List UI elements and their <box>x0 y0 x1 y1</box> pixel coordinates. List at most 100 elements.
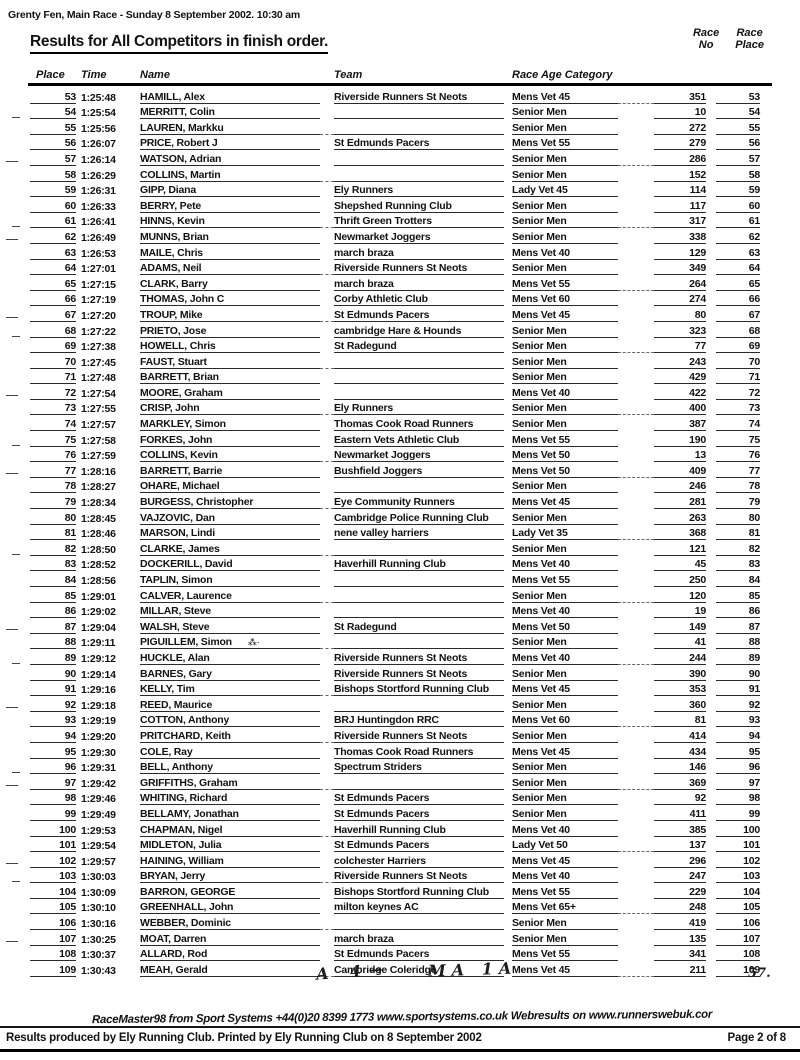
category-cell: Mens Vet 55 <box>512 278 618 291</box>
name-cell: PRITCHARD, Keith <box>140 730 320 743</box>
name-cell: FORKES, John <box>140 434 320 447</box>
name-cell: COTTON, Anthony <box>140 714 320 728</box>
time-cell: 1:26:14 <box>81 153 116 166</box>
table-row: 99 1:29:49 BELLAMY, Jonathan St Edmunds … <box>30 805 800 821</box>
category-cell: Mens Vet 50 <box>512 465 618 478</box>
table-row: 62 1:26:49 MUNNS, Brian Newmarket Jogger… <box>6 228 800 244</box>
category-cell: Mens Vet 45 <box>512 309 618 322</box>
category-cell: Mens Vet 65+ <box>512 901 618 915</box>
race-no-cell: 414 <box>654 730 706 743</box>
runner-name: MARKLEY, Simon <box>140 418 226 431</box>
runner-name: VAJZOVIC, Dan <box>140 511 215 524</box>
place-cell: 73 <box>30 402 76 416</box>
category-cell: Senior Men <box>512 933 618 946</box>
place-cell: 61 <box>30 215 76 229</box>
category-cell: Senior Men <box>512 106 618 120</box>
runner-name: CHAPMAN, Nigel <box>140 823 223 836</box>
table-row: 89 1:29:12 HUCKLE, Alan Riverside Runner… <box>12 649 800 665</box>
race-no-cell: 429 <box>654 371 706 385</box>
team-cell: Corby Athletic Club <box>334 293 504 307</box>
category-cell: Senior Men <box>512 480 618 494</box>
row-spacer <box>320 648 334 650</box>
table-row: 80 1:28:45 VAJZOVIC, Dan Cambridge Polic… <box>30 509 800 525</box>
handwritten-annotation-right: 57. <box>748 966 771 981</box>
place-cell: 101 <box>30 839 76 853</box>
footer-produced-row: Results produced by Ely Running Club. Pr… <box>0 1028 800 1047</box>
team-cell: St Radegund <box>334 621 504 634</box>
place-cell: 85 <box>30 590 76 603</box>
race-no-cell: 80 <box>654 309 706 322</box>
time-cell: 1:29:53 <box>81 824 116 837</box>
handwritten-annotation-left: A 4→ <box>315 959 392 984</box>
category-cell: Mens Vet 40 <box>512 387 618 400</box>
category-cell: Lady Vet 45 <box>512 184 618 198</box>
race-no-cell: 434 <box>654 746 706 759</box>
name-cell: WHITING, Richard <box>140 792 320 806</box>
runner-name: BURGESS, Christopher <box>140 496 254 509</box>
race-place-cell: 80 <box>716 512 760 525</box>
name-cell: FAUST, Stuart <box>140 356 320 369</box>
name-cell: BERRY, Pete <box>140 200 320 213</box>
race-place-cell: 103 <box>716 870 760 884</box>
team-cell: Cambridge Coleridge <box>334 964 504 977</box>
team-cell <box>334 648 504 650</box>
name-cell: BARRETT, Brian <box>140 371 320 385</box>
name-cell: PIGUILLEM, Simon ⁂· <box>140 636 320 650</box>
race-no-cell: 190 <box>654 434 706 447</box>
header-rule <box>28 83 772 86</box>
runner-name: CLARK, Barry <box>140 277 208 290</box>
place-cell: 106 <box>30 917 76 931</box>
time-cell: 1:30:03 <box>81 871 116 884</box>
category-cell: Senior Men <box>512 917 618 931</box>
race-place-cell: 96 <box>716 761 760 775</box>
team-cell <box>334 133 504 135</box>
race-place-cell: 78 <box>716 480 760 494</box>
time-cell: 1:29:18 <box>81 699 116 712</box>
table-row: 98 1:29:46 WHITING, Richard St Edmunds P… <box>30 790 800 806</box>
place-cell: 96 <box>30 761 76 775</box>
race-no-cell: 13 <box>654 449 706 463</box>
race-place-cell: 97 <box>716 777 760 790</box>
table-row: 106 1:30:16 WEBBER, Dominic Senior Men 4… <box>30 914 800 931</box>
category-cell: Senior Men <box>512 215 618 229</box>
runner-name: MAILE, Chris <box>140 246 203 259</box>
race-no-cell: 10 <box>654 106 706 120</box>
race-place-cell: 94 <box>716 730 760 743</box>
table-row: 90 1:29:14 BARNES, Gary Riverside Runner… <box>30 665 800 681</box>
row-spacer <box>320 133 334 135</box>
place-cell: 79 <box>30 496 76 510</box>
team-cell: Newmarket Joggers <box>334 231 504 244</box>
category-cell: Senior Men <box>512 200 618 213</box>
row-spacer <box>618 414 654 416</box>
race-no-cell: 351 <box>654 91 706 104</box>
name-cell: MARSON, Lindi <box>140 527 320 541</box>
name-cell: MIDLETON, Julia <box>140 839 320 853</box>
place-cell: 55 <box>30 122 76 135</box>
race-place-cell: 61 <box>716 215 760 229</box>
name-cell: MOORE, Graham <box>140 387 320 400</box>
row-spacer <box>618 164 654 166</box>
category-cell: Senior Men <box>512 699 618 712</box>
place-cell: 89 <box>30 652 76 665</box>
name-cell: CRISP, John <box>140 402 320 416</box>
race-place-cell: 68 <box>716 325 760 338</box>
name-cell: HINNS, Kevin <box>140 215 320 229</box>
time-cell: 1:26:41 <box>81 216 116 229</box>
page-footer: RaceMaster98 from Sport Systems +44(0)20… <box>0 1009 800 1052</box>
time-cell: 1:29:14 <box>81 668 116 681</box>
runner-name: MOORE, Graham <box>140 386 223 399</box>
race-place-cell: 73 <box>716 402 760 416</box>
category-cell: Lady Vet 50 <box>512 839 618 853</box>
race-place-cell: 109 <box>716 964 760 977</box>
table-row: 103 1:30:03 BRYAN, Jerry Riverside Runne… <box>12 868 800 884</box>
results-table: 53 1:25:48 HAMILL, Alex Riverside Runner… <box>0 88 800 977</box>
race-place-cell: 67 <box>716 309 760 322</box>
race-place-cell: 95 <box>716 746 760 759</box>
row-spacer <box>320 461 334 463</box>
race-place-cell: 56 <box>716 137 760 151</box>
race-no-cell: 137 <box>654 839 706 853</box>
race-no-cell: 349 <box>654 262 706 276</box>
runner-name: MILLAR, Steve <box>140 605 211 618</box>
team-cell <box>334 617 504 619</box>
place-cell: 91 <box>30 683 76 697</box>
